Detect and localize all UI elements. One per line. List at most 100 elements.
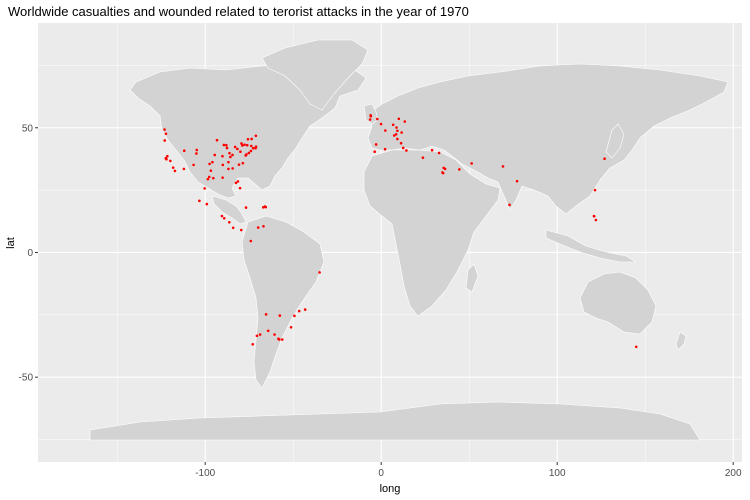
casualty-point	[399, 141, 403, 145]
casualty-point	[396, 137, 399, 141]
casualty-point	[303, 308, 307, 311]
casualty-point	[221, 163, 225, 167]
casualty-point	[241, 144, 244, 147]
x-tick-label: 200	[725, 468, 742, 479]
casualty-point	[227, 167, 230, 171]
casualty-point	[241, 161, 245, 165]
casualty-point	[164, 132, 168, 136]
casualty-point	[211, 160, 214, 164]
casualty-point	[392, 134, 396, 137]
casualty-point	[251, 146, 255, 150]
casualty-point	[171, 166, 175, 169]
casualty-point	[233, 145, 237, 149]
x-axis-title: long	[380, 483, 401, 495]
casualty-point	[166, 154, 169, 158]
casualty-point	[395, 126, 398, 129]
casualty-point	[182, 167, 186, 171]
casualty-point	[379, 122, 383, 126]
casualty-point	[258, 333, 262, 336]
casualty-point	[229, 155, 232, 159]
casualty-point	[255, 334, 259, 338]
casualty-point	[391, 123, 395, 127]
casualty-point	[227, 160, 230, 164]
land-central-america	[211, 195, 247, 225]
casualty-point	[293, 314, 296, 318]
casualty-point	[277, 338, 281, 341]
casualty-point	[247, 151, 251, 155]
casualty-point	[231, 226, 235, 230]
casualty-point	[383, 147, 387, 151]
land-masses	[89, 39, 729, 441]
casualty-point	[373, 150, 376, 154]
y-axis-title: lat	[5, 237, 17, 249]
casualty-point	[222, 217, 226, 220]
casualty-point	[234, 181, 238, 185]
casualty-point	[254, 146, 257, 150]
casualty-point	[239, 150, 242, 154]
casualty-point	[239, 228, 243, 232]
land-new-zealand	[675, 331, 687, 351]
casualty-point	[421, 156, 425, 159]
casualty-point	[594, 218, 598, 222]
casualty-point	[430, 148, 434, 152]
y-axis-ticks: 50 0 -50	[19, 123, 38, 384]
casualty-point	[262, 224, 265, 228]
casualty-point	[236, 180, 240, 183]
casualty-point	[264, 313, 268, 316]
casualty-point	[254, 134, 258, 138]
casualty-point	[264, 205, 268, 209]
casualty-point	[401, 146, 405, 150]
casualty-point	[245, 143, 249, 147]
casualty-point	[225, 146, 229, 150]
casualty-point	[400, 131, 403, 134]
casualty-point	[203, 187, 206, 190]
casualty-point	[592, 215, 596, 218]
casualty-point	[515, 179, 519, 183]
casualty-point	[405, 149, 408, 152]
casualty-point	[228, 151, 231, 155]
y-tick-label: -50	[19, 373, 34, 384]
casualty-point	[280, 338, 284, 341]
casualty-point	[165, 157, 168, 161]
casualty-point	[256, 226, 260, 229]
land-antarctica	[89, 401, 701, 441]
casualty-point	[211, 176, 215, 180]
casualty-point	[207, 175, 211, 179]
y-tick-label: 0	[27, 248, 33, 259]
casualty-point	[238, 186, 242, 190]
casualty-point	[182, 149, 186, 153]
casualty-point	[225, 143, 228, 147]
casualty-point	[240, 142, 243, 145]
casualty-point	[250, 137, 253, 141]
casualty-point	[206, 177, 210, 181]
casualty-point	[237, 163, 241, 166]
casualty-point	[251, 342, 255, 346]
casualty-point	[231, 167, 234, 170]
casualty-point	[384, 129, 387, 132]
casualty-point	[376, 117, 379, 121]
casualty-point	[169, 159, 172, 163]
casualty-point	[273, 333, 276, 336]
land-japan	[605, 123, 625, 159]
land-australia	[579, 271, 657, 335]
casualty-point	[249, 239, 253, 243]
casualty-point	[508, 203, 511, 207]
casualty-point	[278, 314, 282, 317]
x-tick-label: 0	[378, 468, 384, 479]
casualty-points	[163, 113, 638, 349]
land-eurasia	[367, 63, 729, 215]
casualty-point	[236, 147, 239, 151]
casualty-point	[243, 143, 246, 147]
casualty-point	[213, 153, 217, 157]
casualty-point	[396, 129, 399, 133]
casualty-point	[195, 148, 199, 152]
casualty-point	[369, 113, 372, 117]
casualty-point	[163, 139, 167, 142]
land-greenland	[261, 39, 369, 111]
casualty-point	[470, 162, 473, 165]
y-tick-label: 50	[22, 123, 34, 134]
casualty-point	[215, 138, 219, 142]
casualty-point	[437, 151, 441, 155]
casualty-point	[374, 143, 378, 146]
casualty-point	[205, 202, 209, 206]
